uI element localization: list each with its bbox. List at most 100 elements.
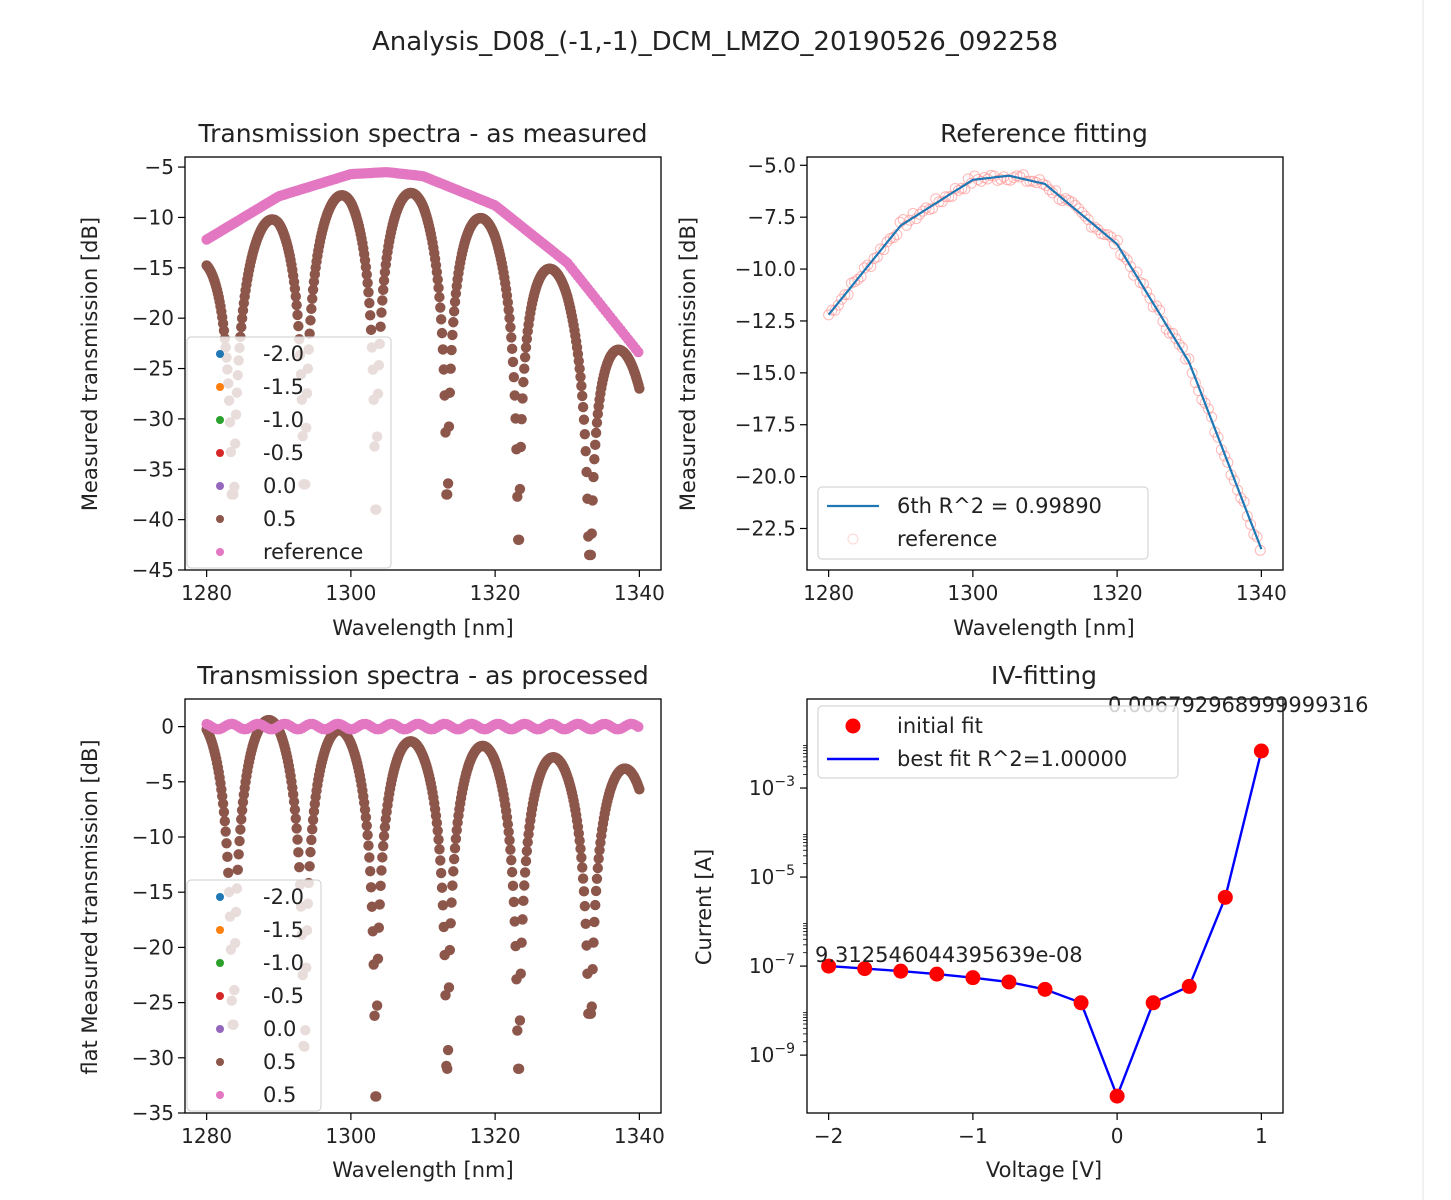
data-point [520,342,532,353]
data-point [444,387,456,398]
data-point [520,855,532,867]
data-point [448,317,459,328]
legend-box [186,879,322,1112]
reference-marker [1167,327,1179,339]
legend-box [817,486,1149,560]
data-point [503,304,514,316]
data-point [521,333,533,345]
data-point [449,843,461,854]
legend: -2.0 -1.5 -1.0 -0.5 0.0 0.5 reference [186,336,392,569]
data-point [289,283,301,294]
reference-marker [1079,210,1091,222]
x-tick-label: 0 [1111,1124,1124,1148]
legend-marker [216,959,224,967]
plot-measured: Transmission spectra - as measured Wavel… [78,119,665,640]
reference-marker [1001,174,1013,186]
reference-marker [832,299,844,311]
data-point [1073,995,1089,1011]
data-point [305,315,316,326]
data-point [448,306,460,317]
data-point [304,328,315,339]
data-point [506,332,517,343]
reference-marker [1082,214,1094,226]
data-point [436,882,448,893]
data-point [435,855,446,866]
x-tick-label: 1340 [614,1124,665,1148]
x-tick-label: 1320 [1092,581,1143,605]
data-point [445,918,456,929]
legend-label: 0.0 [263,474,296,498]
data-point [377,295,388,306]
data-point [442,1044,454,1056]
plot-title: Reference fitting [940,119,1148,148]
reference-marker [1173,338,1185,350]
reference-marker [1157,315,1169,327]
data-point [375,321,386,332]
x-tick-label: 1320 [470,581,521,605]
data-point [232,864,243,875]
data-point [307,293,318,304]
data-point [222,851,233,863]
data-point [589,916,600,928]
data-point [378,830,390,842]
data-point [364,297,375,309]
data-point [431,817,443,829]
legend-marker [216,1091,224,1099]
data-point [577,873,589,884]
data-point [634,383,645,394]
data-point [590,899,601,911]
legend: initial fit best fit R^2=1.00000 [817,705,1179,779]
y-tick-label: −5.0 [747,153,796,177]
data-point [579,900,591,912]
legend-marker [216,926,224,934]
data-point [594,845,605,856]
data-point [365,865,376,877]
reference-marker [1235,492,1247,504]
data-point [575,843,586,854]
data-point [364,852,375,863]
reference-marker [1228,475,1240,487]
reference-marker [1076,206,1088,218]
reference-marker [956,182,968,194]
legend-label: 0.5 [263,1083,296,1107]
data-point [369,1010,380,1021]
data-point [442,1063,453,1075]
data-point [435,302,446,313]
reference-marker [1099,229,1110,241]
data-point [437,344,449,355]
data-point [307,284,319,295]
data-point [378,275,390,286]
data-point [365,310,376,321]
data-point [580,918,591,929]
reference-marker [1089,221,1101,233]
data-point [293,320,304,332]
data-point [437,900,449,911]
data-point [221,838,232,849]
data-point [516,413,527,425]
data-point [291,823,302,834]
fit-line [827,174,1263,550]
best-fit-line [828,750,1263,1100]
data-point [592,408,604,420]
y-axis-label: Current [A] [692,849,716,965]
data-point [359,804,371,815]
data-point [857,961,873,977]
reference-marker [1047,187,1059,199]
data-point [577,862,588,873]
plot-title: Transmission spectra - as measured [198,119,648,148]
data-point [509,390,520,401]
reference-marker [943,191,955,203]
data-point [517,393,528,404]
data-point [289,804,301,815]
data-point [371,1091,382,1102]
y-tick-label: −20 [132,935,174,959]
axes-frame [184,156,662,571]
data-point [576,852,587,863]
data-point [365,324,377,336]
data-point [590,427,602,439]
data-point [433,282,444,294]
data-point [588,471,599,483]
legend-label: -2.0 [263,342,304,366]
data-point [294,861,305,873]
legend-label: reference [897,527,997,551]
